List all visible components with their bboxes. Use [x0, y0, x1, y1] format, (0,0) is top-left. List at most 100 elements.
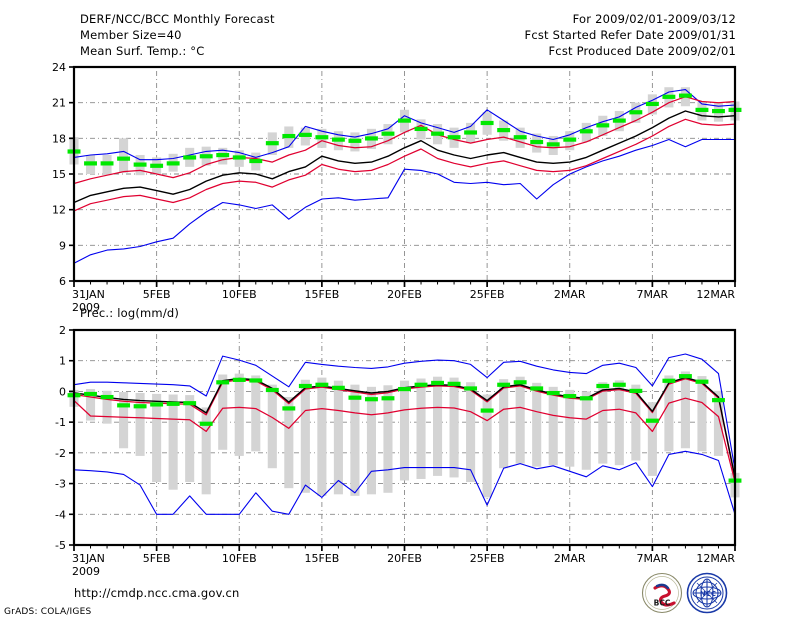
x-tick-label: 10FEB — [222, 552, 257, 565]
x-tick-label: 12MAR — [696, 288, 735, 301]
panel-surface-temperature: 6 9 12 15 18 21 24 31JAN 5FEB 10FEB 15FEB 20FEB 25FE… — [52, 61, 742, 314]
observation-dash — [232, 377, 246, 382]
spread-bar — [284, 396, 294, 489]
precip-panel-title: Prec.: log(mm/d) — [80, 306, 180, 320]
observation-dash — [381, 396, 395, 401]
x-tick-label: 20FEB — [387, 552, 422, 565]
observation-dash — [348, 395, 362, 400]
spread-bar — [532, 382, 542, 467]
series-line — [73, 96, 736, 185]
observation-dash — [365, 397, 378, 402]
observation-dash — [414, 382, 428, 387]
observation-dash — [183, 401, 197, 406]
x-tick-label: 12MAR — [696, 552, 735, 565]
observation-dash — [199, 421, 213, 426]
spread-bar — [697, 376, 707, 452]
observation-dash — [117, 403, 131, 408]
spread-bar — [383, 385, 393, 493]
observation-dash — [150, 163, 164, 168]
observation-dash — [464, 130, 478, 135]
observation-dash — [712, 398, 725, 403]
observation-dash — [282, 133, 296, 139]
observation-dash — [315, 382, 329, 387]
observation-dash — [232, 155, 246, 160]
observation-dash — [645, 418, 659, 423]
spread-bar — [267, 384, 277, 469]
spread-bar — [713, 390, 724, 456]
spread-bar — [466, 382, 476, 483]
series-line — [73, 397, 736, 483]
observation-dash — [282, 406, 296, 411]
spread-bar — [499, 379, 509, 469]
y-tick-label: 12 — [52, 204, 66, 217]
observation-dash — [563, 137, 577, 142]
ncc-logo: NCC — [686, 572, 728, 614]
observation-dash — [298, 383, 312, 389]
x-tick-label: 25FEB — [470, 552, 505, 565]
spread-bar — [251, 375, 261, 452]
spread-bar — [664, 375, 674, 452]
observation-dash — [216, 152, 230, 158]
x-tick-label: 7MAR — [637, 552, 669, 565]
observation-dash — [497, 128, 511, 133]
y-tick-label: -2 — [55, 447, 66, 460]
observation-dash — [265, 387, 279, 393]
spread-bar — [565, 389, 575, 467]
series-line — [73, 110, 736, 204]
spread-bar — [152, 393, 162, 483]
x-tick-label: 5FEB — [143, 552, 171, 565]
footer-url[interactable]: http://cmdp.ncc.cma.gov.cn — [74, 586, 240, 600]
spread-bar — [234, 373, 244, 456]
y-tick-label: -1 — [55, 416, 66, 429]
observation-dash — [629, 110, 643, 115]
spread-bar — [333, 380, 343, 495]
observation-dash — [265, 141, 279, 146]
observation-dash — [447, 381, 461, 386]
observation-dash — [84, 391, 97, 397]
x-tick-label: 2MAR — [554, 288, 586, 301]
spread-bar — [300, 379, 310, 493]
observation-dash — [133, 162, 147, 167]
observation-dash — [365, 136, 378, 141]
bcc-logo: BCC — [641, 572, 683, 614]
y-tick-label: 0 — [59, 385, 66, 398]
x-tick-label: 15FEB — [304, 288, 339, 301]
y-tick-label: -5 — [55, 539, 66, 552]
spread-bar — [119, 138, 129, 173]
observation-dash — [133, 404, 147, 409]
svg-text:BCC: BCC — [654, 599, 671, 608]
x-tick-label: 2MAR — [554, 552, 586, 565]
observation-dash — [596, 123, 610, 128]
spread-bar — [135, 392, 145, 456]
x-tick-label: 20FEB — [387, 288, 422, 301]
header-variable-temp: Mean Surf. Temp.: °C — [80, 44, 205, 58]
observation-dash — [398, 118, 411, 123]
observation-dash — [199, 154, 213, 159]
spread-bar — [350, 384, 360, 496]
x-axis-year: 2009 — [72, 301, 100, 314]
spread-bar — [631, 384, 641, 461]
observation-dash — [150, 402, 164, 407]
spread-bar — [366, 386, 376, 495]
observation-dash — [695, 107, 709, 112]
x-tick-label: 10FEB — [222, 288, 257, 301]
spread-bar — [185, 395, 195, 483]
observation-dash — [530, 386, 544, 391]
observation-dash — [331, 137, 345, 142]
spread-bar — [449, 377, 459, 478]
observation-dash — [249, 378, 263, 383]
x-tick-label: 7MAR — [637, 288, 669, 301]
y-tick-label: 21 — [52, 97, 66, 110]
spread-bar — [218, 374, 228, 450]
x-tick-label: 5FEB — [143, 288, 171, 301]
footer-credit: GrADS: COLA/IGES — [4, 607, 92, 617]
y-tick-label: 1 — [59, 355, 66, 368]
observation-dash — [464, 386, 478, 391]
y-tick-label: 9 — [59, 239, 66, 252]
y-tick-label: 6 — [59, 275, 66, 288]
x-tick-label: 31JAN — [72, 552, 105, 565]
series-line — [73, 450, 736, 515]
observation-dash — [480, 408, 494, 413]
spread-bar — [598, 382, 608, 464]
observation-dash — [480, 120, 494, 126]
